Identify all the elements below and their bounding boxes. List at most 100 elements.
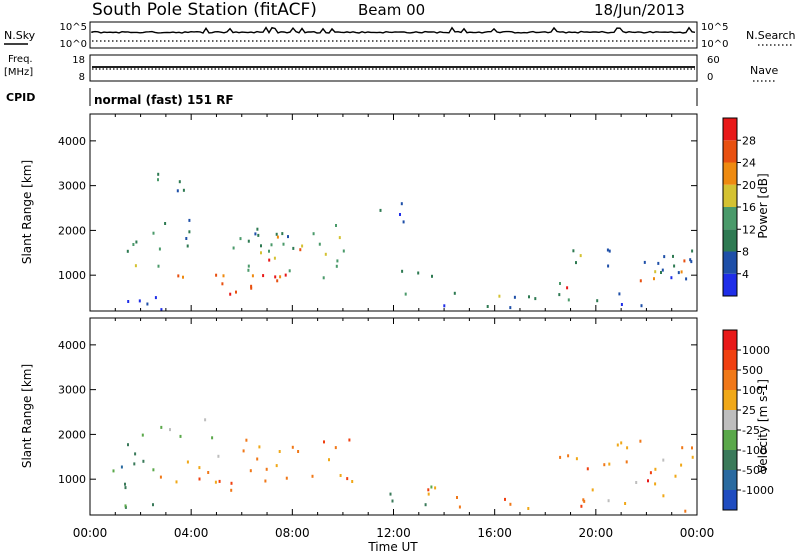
colorbar-swatch xyxy=(723,118,737,141)
data-region xyxy=(591,439,694,513)
colorbar-tick-label: 1000 xyxy=(742,344,770,357)
nave-tick-top: 60 xyxy=(707,55,720,66)
data-cell xyxy=(424,503,427,507)
velocity-panel: 1000 2000 3000 4000 Slant Range [km] 1000 50… xyxy=(20,317,774,554)
data-cell xyxy=(282,242,285,246)
data-cell xyxy=(635,481,638,484)
data-cell xyxy=(618,292,621,296)
data-cell xyxy=(164,222,167,225)
data-cell xyxy=(660,271,662,274)
data-cell xyxy=(640,304,643,308)
data-cell xyxy=(211,436,214,440)
colorbar-swatch xyxy=(723,330,737,350)
data-cell xyxy=(534,297,537,301)
data-region xyxy=(124,459,155,490)
x-tick-label: 00:00 xyxy=(680,526,715,540)
colorbar-tick-label: 25 xyxy=(742,404,756,417)
data-cell xyxy=(264,479,267,483)
data-cell xyxy=(126,249,129,253)
data-cell xyxy=(221,282,224,286)
data-cell xyxy=(134,452,137,456)
data-cell xyxy=(691,455,694,459)
data-cell xyxy=(427,488,430,492)
data-cell xyxy=(127,443,129,447)
data-cell xyxy=(486,305,489,308)
data-cell xyxy=(217,454,220,458)
velocity-plot-frame xyxy=(89,317,698,516)
data-cell xyxy=(607,264,610,268)
data-cell xyxy=(583,499,586,503)
data-region xyxy=(177,273,218,279)
data-cell xyxy=(179,434,182,438)
data-region xyxy=(458,497,530,510)
data-cell xyxy=(157,178,159,182)
colorbar-swatch xyxy=(723,184,737,207)
data-cell xyxy=(268,249,270,253)
colorbar-tick-label: -500 xyxy=(742,464,767,477)
data-region xyxy=(221,274,254,294)
velocity-y-axis-label: Slant Range [km] xyxy=(20,364,34,468)
data-cell xyxy=(443,304,446,308)
data-cell xyxy=(230,488,233,492)
data-cell xyxy=(169,428,171,432)
colorbar-tick-label: -100 xyxy=(742,444,767,457)
data-cell xyxy=(683,259,686,263)
data-cell xyxy=(335,264,338,268)
data-cell xyxy=(257,233,260,237)
data-cell xyxy=(566,286,569,290)
nsky-trace xyxy=(91,26,696,34)
data-cell xyxy=(335,224,337,227)
data-cell xyxy=(509,306,512,310)
data-cell xyxy=(158,247,161,251)
data-cell xyxy=(222,274,225,278)
data-region xyxy=(198,469,267,492)
data-cell xyxy=(346,477,349,481)
colorbar-tick-label: 28 xyxy=(742,134,756,147)
data-cell xyxy=(186,244,189,248)
colorbar-tick-label: 8 xyxy=(742,246,749,259)
data-cell xyxy=(456,496,458,499)
data-cell xyxy=(591,488,594,492)
data-cell xyxy=(251,274,254,278)
data-cell xyxy=(643,260,646,264)
data-region xyxy=(127,296,163,312)
data-region xyxy=(247,224,345,280)
data-cell xyxy=(152,231,155,235)
colorbar-swatch xyxy=(723,273,737,296)
data-cell xyxy=(124,486,127,490)
velocity-colorbar: 1000 500 100 25 -25 -100 -500 -1000 xyxy=(722,329,774,511)
data-cell xyxy=(670,276,673,280)
x-tick-label: 16:00 xyxy=(477,526,512,540)
data-cell xyxy=(258,445,261,449)
data-cell xyxy=(262,274,265,278)
data-cell xyxy=(379,208,382,212)
power-plot-area xyxy=(126,172,694,312)
data-cell xyxy=(159,475,162,479)
data-cell xyxy=(322,276,325,280)
colorbar-tick-label: 12 xyxy=(742,223,756,236)
data-cell xyxy=(620,303,623,306)
data-cell xyxy=(265,467,268,471)
data-cell xyxy=(654,482,657,486)
data-cell xyxy=(427,492,430,496)
nave-label: Nave xyxy=(750,64,778,77)
x-tick-label: 12:00 xyxy=(376,526,411,540)
data-cell xyxy=(431,274,433,278)
data-cell xyxy=(215,273,218,277)
data-cell xyxy=(256,227,259,231)
data-cell xyxy=(639,439,642,443)
data-cell xyxy=(250,284,253,288)
y-tick-label: 3000 xyxy=(58,384,86,397)
colorbar-swatch xyxy=(723,410,737,430)
data-cell xyxy=(389,492,392,496)
data-cell xyxy=(603,463,606,467)
data-cell xyxy=(135,240,138,244)
data-region xyxy=(596,248,694,308)
colorbar-tick-label: 16 xyxy=(742,201,756,214)
data-cell xyxy=(662,458,665,462)
data-cell xyxy=(559,282,561,285)
cpid-value: normal (fast) 151 RF xyxy=(94,93,234,107)
data-region xyxy=(141,418,214,440)
y-tick-label: 2000 xyxy=(58,428,86,441)
data-region xyxy=(152,218,191,240)
